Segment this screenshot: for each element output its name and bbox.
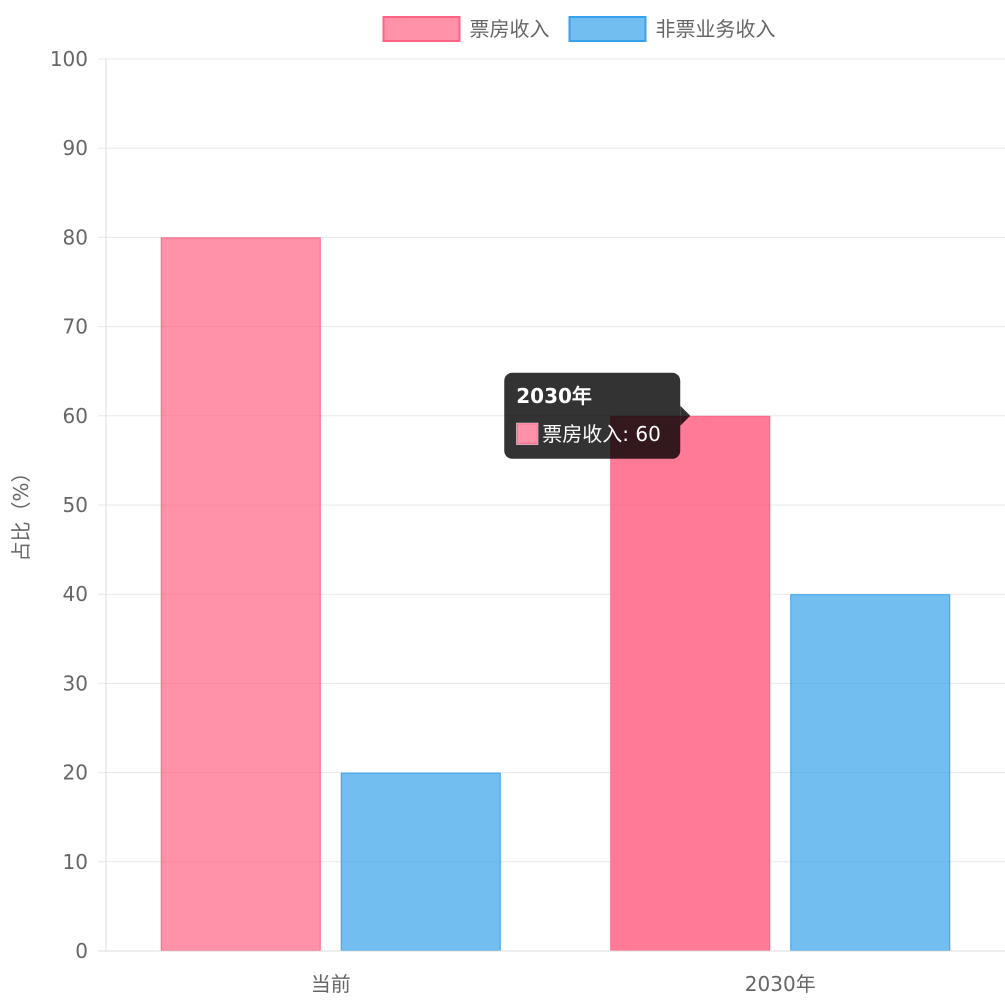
y-tick-label: 20	[63, 761, 88, 785]
bars	[160, 237, 951, 951]
tooltip-swatch	[516, 423, 538, 445]
bar-non-ticket-1[interactable]	[790, 594, 951, 951]
y-tick-label: 30	[63, 671, 88, 695]
legend-swatch	[568, 16, 647, 42]
bar-non-ticket-0[interactable]	[340, 772, 501, 951]
y-tick-label: 40	[63, 582, 88, 606]
tooltip-box	[504, 372, 681, 459]
y-tick-label: 60	[63, 404, 88, 428]
tooltip-title: 2030年	[516, 384, 592, 408]
legend[interactable]: 票房收入 非票业务收入	[382, 16, 776, 42]
y-axis-ticks: 0 10 20 30 40 50 60 70 80 90 100	[50, 47, 88, 963]
y-tick-label: 70	[63, 315, 88, 339]
legend-swatch	[382, 16, 461, 42]
legend-label: 票房收入	[470, 17, 550, 41]
legend-item-non-ticket[interactable]: 非票业务收入	[568, 16, 776, 42]
bar-box-office-0[interactable]	[160, 237, 321, 951]
x-axis-ticks: 当前 2030年	[311, 972, 816, 996]
axes	[98, 59, 1005, 952]
tooltip-label: 票房收入: 60	[542, 422, 661, 446]
y-tick-label: 10	[63, 850, 88, 874]
y-tick-label: 90	[63, 136, 88, 160]
legend-label: 非票业务收入	[656, 17, 776, 41]
y-tick-label: 0	[75, 939, 88, 963]
x-tick-label: 2030年	[745, 972, 816, 996]
bar-box-office-1[interactable]	[610, 415, 771, 951]
y-tick-label: 50	[63, 493, 88, 517]
x-tick-label: 当前	[311, 972, 351, 996]
y-tick-label: 100	[50, 47, 88, 71]
legend-item-box-office[interactable]: 票房收入	[382, 16, 550, 42]
tooltip-caret	[680, 405, 691, 426]
y-tick-label: 80	[63, 225, 88, 249]
y-axis-label: 占比（%）	[9, 462, 33, 561]
